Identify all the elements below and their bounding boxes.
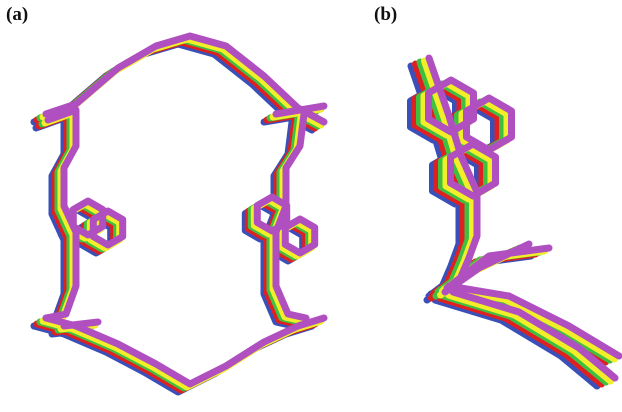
bond-chain-5: [272, 102, 328, 118]
structure-purple-a: [42, 32, 328, 388]
aromatic-ring-2: [433, 146, 486, 206]
aromatic-ring-0: [420, 79, 473, 139]
bond-chain-3: [445, 291, 614, 385]
aromatic-ring-0: [411, 82, 464, 142]
aromatic-ring-2: [447, 140, 499, 200]
bond-chain-3: [449, 288, 619, 382]
panel-label-b: (b): [374, 4, 398, 25]
aromatic-ring-0: [407, 84, 459, 144]
bond-chain-1: [42, 106, 80, 322]
bond-chain-4: [60, 318, 102, 330]
panel-b-side-view-overlay: [407, 54, 622, 390]
bond-chain-0: [42, 32, 328, 126]
aromatic-ring-2: [429, 148, 481, 208]
aromatic-ring-0: [69, 197, 107, 239]
bond-chain-2: [441, 285, 618, 363]
aromatic-ring-1: [89, 207, 127, 249]
aromatic-ring-3: [281, 215, 319, 257]
panel-label-a: (a): [6, 4, 29, 25]
aromatic-ring-0: [425, 76, 477, 136]
bond-chain-2: [445, 282, 622, 360]
bond-chain-3: [42, 314, 328, 388]
aromatic-ring-2: [442, 143, 495, 203]
aromatic-ring-2: [253, 193, 291, 235]
panel-a-macrocycle-overlay: [30, 32, 328, 396]
structure-purple-b: [425, 54, 622, 382]
bond-chain-4: [441, 240, 533, 296]
bond-chain-2: [272, 110, 310, 322]
